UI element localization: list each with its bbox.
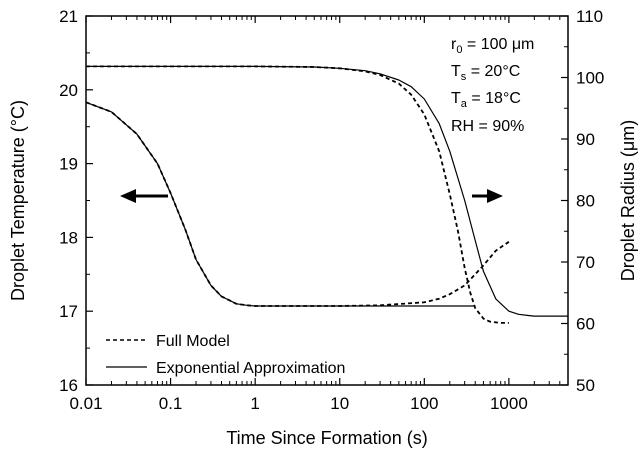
rh-annotation: RH = 90%	[451, 118, 524, 135]
y-left-tick-label: 19	[59, 155, 78, 174]
y-left-tick-label: 20	[59, 81, 78, 100]
x-tick-label: 0.1	[159, 394, 183, 413]
r0-annotation: r0 = 100 μm	[451, 36, 534, 56]
ticks-group: 0.01 0.1 1 10 100 100016171819202150607080901…	[59, 7, 604, 413]
y-left-tick-label: 16	[59, 376, 78, 395]
y-left-tick-label: 17	[59, 302, 78, 321]
series-group	[85, 65, 568, 324]
right-axis-arrow	[472, 189, 503, 203]
ts-annotation: Ts = 20°C	[451, 63, 520, 83]
y-right-tick-label: 60	[576, 315, 595, 334]
legend: Full Model Exponential Approximation	[106, 333, 345, 377]
legend-label-full-model: Full Model	[156, 333, 230, 350]
ta-annotation: Ta = 18°C	[451, 90, 521, 110]
x-tick-label: 10	[330, 394, 349, 413]
series-radius-exponential-approximation	[86, 65, 568, 317]
y-right-tick-label: 90	[576, 130, 595, 149]
left-axis-arrow	[120, 189, 168, 203]
legend-label-exponential: Exponential Approximation	[156, 360, 345, 377]
x-tick-label: 0.01	[69, 394, 102, 413]
y-left-tick-label: 18	[59, 228, 78, 247]
y-right-axis-title: Droplet Radius (μm)	[618, 120, 638, 281]
y-right-tick-label: 80	[576, 192, 595, 211]
y-right-tick-label: 50	[576, 376, 595, 395]
y-right-tick-label: 110	[576, 7, 603, 26]
y-left-axis-title: Droplet Temperature (°C)	[8, 100, 28, 301]
x-tick-label: 100	[410, 394, 438, 413]
y-right-tick-label: 100	[576, 69, 604, 88]
y-left-tick-label: 21	[59, 7, 78, 26]
x-axis-title: Time Since Formation (s)	[226, 428, 427, 448]
x-tick-label: 1	[250, 394, 259, 413]
series-temperature-full-model	[85, 101, 510, 307]
series-temperature-exponential-approximation	[85, 101, 476, 307]
y-right-tick-label: 70	[576, 253, 595, 272]
parameters-annotation: r0 = 100 μm Ts = 20°C Ta = 18°C RH = 90%	[451, 36, 534, 135]
x-tick-label: 1000	[490, 394, 528, 413]
